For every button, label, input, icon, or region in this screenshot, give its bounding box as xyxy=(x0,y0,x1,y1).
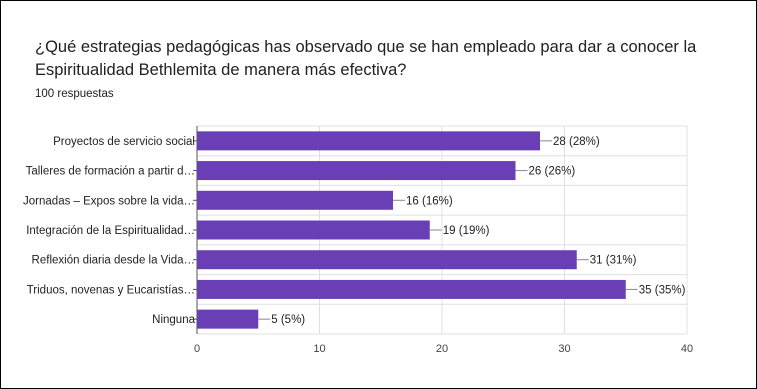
chart-title: ¿Qué estrategias pedagógicas has observa… xyxy=(35,38,697,79)
data-label: 5 (5%) xyxy=(271,314,305,326)
data-label: 26 (26%) xyxy=(529,166,576,178)
category-label: Jornadas – Expos sobre la vida… xyxy=(23,195,195,207)
category-label: Integración de la Espiritualidad… xyxy=(26,225,195,237)
bar xyxy=(197,250,577,270)
x-tick-label: 10 xyxy=(313,343,325,355)
category-label: Reflexión diaria desde la Vida… xyxy=(32,255,195,267)
labels: 0 10 20 30 40 28 (28%) Proyectos de servicio s… xyxy=(23,136,693,355)
x-tick-label: 0 xyxy=(194,343,200,355)
x-tick-label: 20 xyxy=(436,343,448,355)
category-label: Talleres de formación a partir d… xyxy=(26,166,195,178)
data-label: 16 (16%) xyxy=(406,195,453,207)
x-tick-label: 40 xyxy=(681,343,693,355)
bar xyxy=(197,279,626,299)
bar xyxy=(197,161,516,181)
bars xyxy=(197,131,638,329)
grid-lines xyxy=(193,125,688,335)
category-label: Proyectos de servicio social xyxy=(53,136,195,148)
bar xyxy=(197,131,540,151)
data-label: 31 (31%) xyxy=(590,255,637,267)
bar xyxy=(197,190,393,210)
category-label: Ninguna xyxy=(152,314,195,326)
category-label: Triduos, novenas y Eucaristías… xyxy=(27,284,195,296)
data-label: 35 (35%) xyxy=(639,284,686,296)
data-label: 19 (19%) xyxy=(443,225,490,237)
x-tick-label: 30 xyxy=(558,343,570,355)
bar xyxy=(197,309,259,329)
bar xyxy=(197,220,430,240)
response-count: 100 respuestas xyxy=(35,88,114,100)
data-label: 28 (28%) xyxy=(553,136,600,148)
